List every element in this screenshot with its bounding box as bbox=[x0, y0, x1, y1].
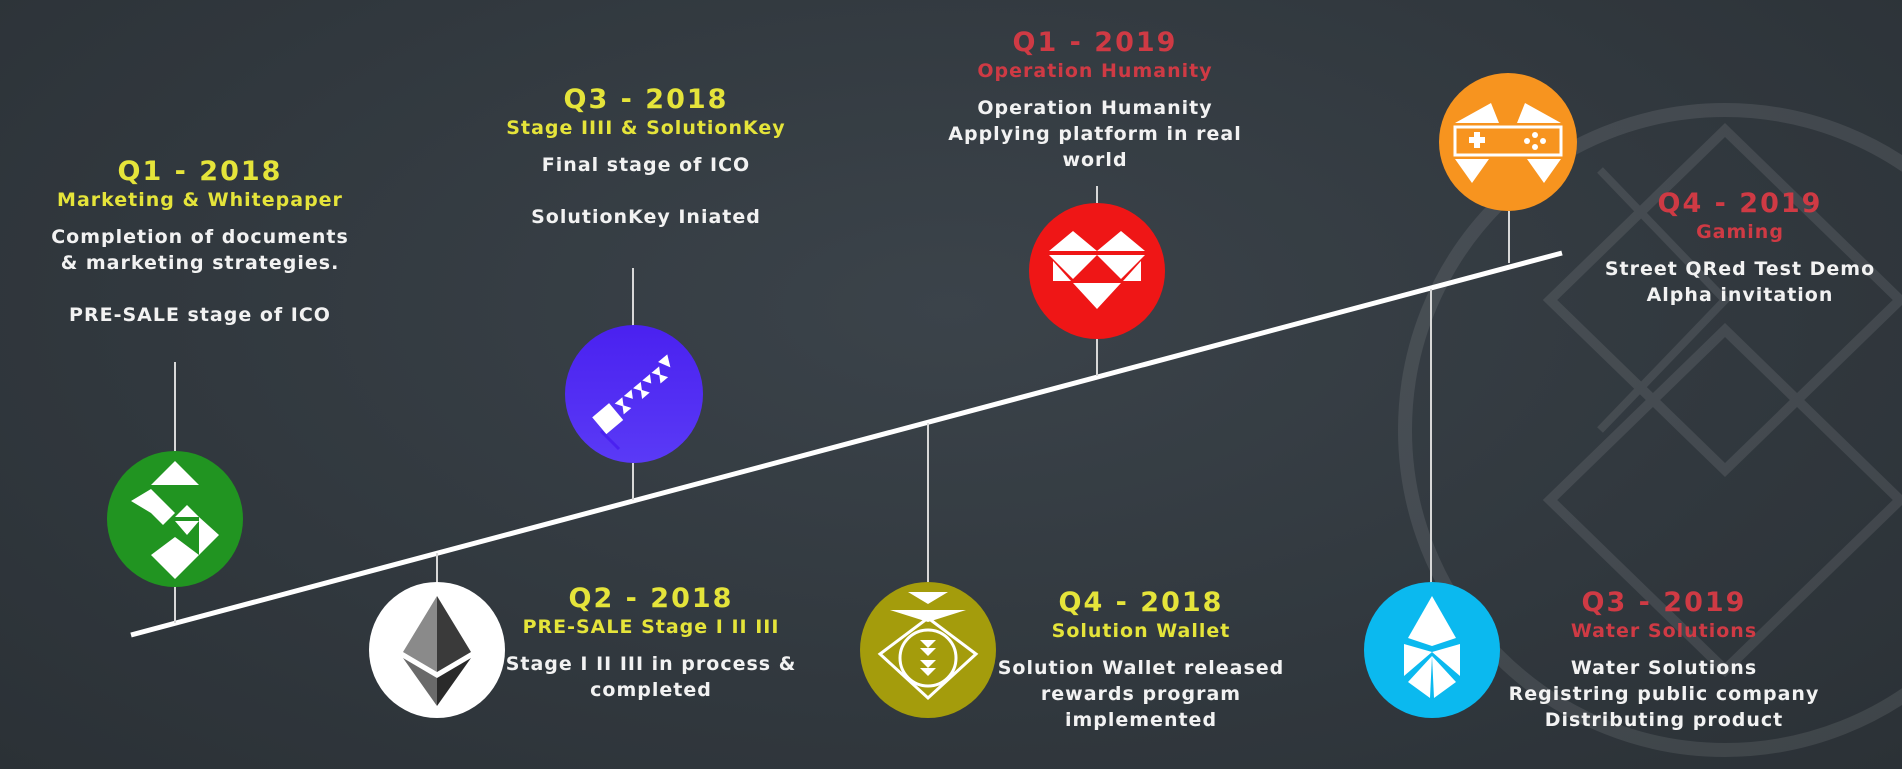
milestone-node-q4-2019 bbox=[1439, 73, 1577, 211]
key-icon bbox=[592, 354, 671, 451]
milestone-line: SolutionKey Iniated bbox=[531, 206, 761, 228]
quarter-label: Q2 - 2018 bbox=[568, 583, 734, 614]
milestone-q2-2018: Q2 - 2018 PRE-SALE Stage I II III Stage … bbox=[491, 583, 811, 703]
milestone-title: Stage IIII & SolutionKey bbox=[506, 117, 786, 139]
milestone-q4-2018: Q4 - 2018 Solution Wallet Solution Walle… bbox=[981, 587, 1301, 733]
water-drop-icon bbox=[1404, 596, 1460, 698]
milestone-node-q4-2018 bbox=[860, 582, 996, 718]
milestone-node-q3-2019 bbox=[1364, 582, 1500, 718]
milestone-line: Applying platform in real bbox=[948, 123, 1242, 145]
milestone-q1-2019: Q1 - 2019 Operation Humanity Operation H… bbox=[935, 27, 1255, 173]
milestone-line: Final stage of ICO bbox=[541, 154, 751, 176]
milestone-node-q1-2019 bbox=[1029, 203, 1165, 339]
milestone-line: Water Solutions bbox=[1570, 657, 1758, 679]
milestone-line: Completion of documents bbox=[51, 226, 349, 248]
timeline-line bbox=[130, 250, 1563, 638]
milestone-line: rewards program bbox=[1040, 683, 1242, 705]
milestone-q3-2018: Q3 - 2018 Stage IIII & SolutionKey Final… bbox=[486, 84, 806, 230]
milestone-line: Operation Humanity bbox=[977, 97, 1213, 119]
milestone-line bbox=[486, 178, 806, 204]
milestone-title: Marketing & Whitepaper bbox=[57, 189, 343, 211]
milestone-title: Water Solutions bbox=[1570, 620, 1758, 642]
milestone-line: Registring public company bbox=[1508, 683, 1820, 705]
milestone-node-q2-2018 bbox=[369, 582, 505, 718]
milestone-line: Solution Wallet released bbox=[997, 657, 1285, 679]
milestone-line: completed bbox=[590, 679, 712, 701]
quarter-label: Q4 - 2018 bbox=[1058, 587, 1224, 618]
quarter-label: Q1 - 2018 bbox=[117, 156, 283, 187]
milestone-node-q3-2018 bbox=[565, 325, 703, 463]
gamepad-icon bbox=[1453, 103, 1563, 183]
quarter-label: Q3 - 2018 bbox=[563, 84, 729, 115]
milestone-line: Distributing product bbox=[1544, 709, 1784, 731]
quarter-label: Q4 - 2019 bbox=[1657, 188, 1823, 219]
milestone-q4-2019: Q4 - 2019 Gaming Street QRed Test Demo A… bbox=[1580, 188, 1900, 308]
milestone-title: Gaming bbox=[1696, 221, 1784, 243]
watermark-logo bbox=[1398, 103, 1902, 757]
milestone-line: Alpha invitation bbox=[1646, 284, 1834, 306]
quarter-label: Q3 - 2019 bbox=[1581, 587, 1747, 618]
milestone-line: PRE-SALE stage of ICO bbox=[69, 304, 331, 326]
milestone-line: world bbox=[1062, 149, 1128, 171]
heart-icon bbox=[1049, 231, 1145, 309]
ethereum-icon bbox=[403, 596, 471, 706]
milestone-title: Operation Humanity bbox=[977, 60, 1213, 82]
milestone-line bbox=[40, 276, 360, 302]
quarter-label: Q1 - 2019 bbox=[1012, 27, 1178, 58]
milestone-line: Street QRed Test Demo bbox=[1604, 258, 1876, 280]
milestone-title: PRE-SALE Stage I II III bbox=[522, 616, 780, 638]
milestone-line: & marketing strategies. bbox=[60, 252, 340, 274]
milestone-title: Solution Wallet bbox=[1051, 620, 1231, 642]
milestone-q3-2019: Q3 - 2019 Water Solutions Water Solution… bbox=[1504, 587, 1824, 733]
milestone-line: implemented bbox=[1064, 709, 1218, 731]
milestone-node-q1-2018 bbox=[107, 451, 243, 587]
solution-s-icon bbox=[131, 461, 219, 579]
milestone-q1-2018: Q1 - 2018 Marketing & Whitepaper Complet… bbox=[40, 156, 360, 328]
wallet-icon bbox=[877, 592, 979, 701]
milestone-line: Stage I II III in process & bbox=[505, 653, 797, 675]
